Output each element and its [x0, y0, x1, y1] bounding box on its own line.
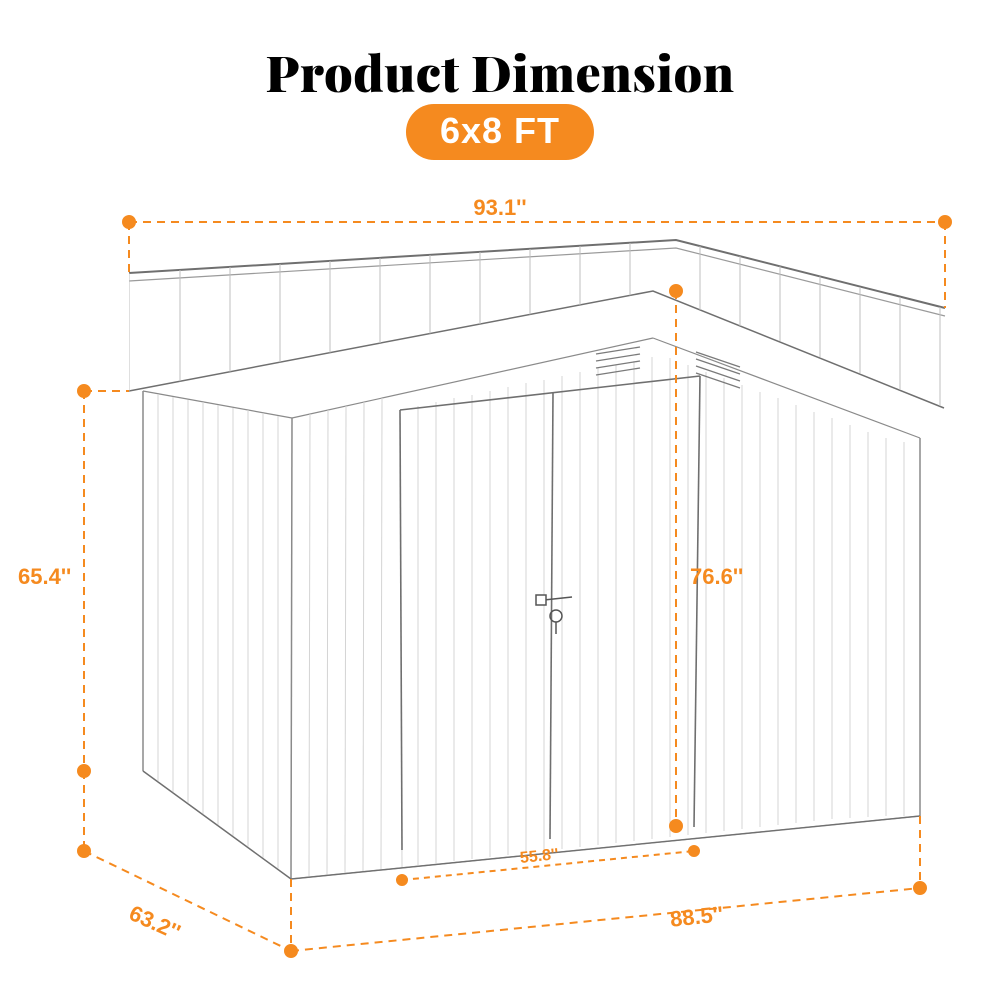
- dim-wall-height: [78, 385, 129, 777]
- diagram-svg: [0, 0, 1000, 1000]
- dim-front-width: [291, 816, 926, 951]
- label-peak-height: 76.6'': [690, 564, 743, 590]
- vent-icon: [596, 347, 740, 388]
- shed-illustration: [129, 240, 945, 879]
- label-roof-width: 93.1'': [473, 195, 526, 221]
- label-front-width: 88.5'': [669, 901, 725, 932]
- dim-peak-height: [670, 285, 682, 832]
- product-dimension-figure: Product Dimension 6x8 FT: [0, 0, 1000, 1000]
- dim-roof-width: [123, 216, 951, 308]
- label-wall-height: 65.4'': [18, 564, 71, 590]
- door-latch-icon: [536, 595, 572, 634]
